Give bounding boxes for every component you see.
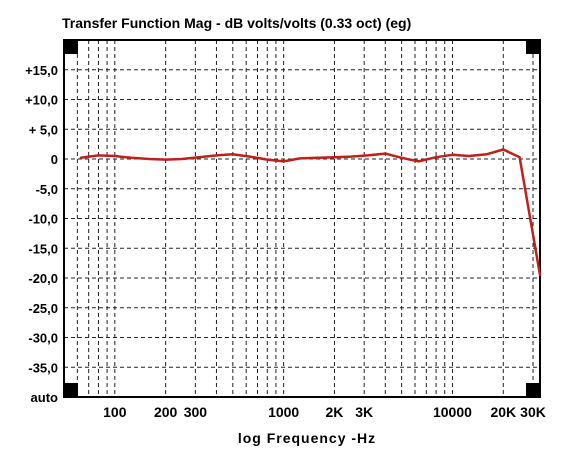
data-point — [113, 155, 116, 157]
data-point — [248, 155, 251, 158]
corner-marks — [64, 40, 540, 397]
data-point — [417, 160, 420, 163]
data-point — [486, 153, 488, 156]
corner-mark — [526, 383, 540, 397]
series-line — [79, 148, 542, 277]
data-point — [299, 157, 301, 160]
x-tick-label: 30K — [520, 404, 546, 420]
data-point — [317, 156, 320, 159]
data-point — [266, 158, 269, 161]
data-point — [181, 158, 183, 160]
chart-title: Transfer Function Mag - dB volts/volts (… — [62, 15, 411, 31]
data-point — [80, 156, 82, 159]
corner-mark — [64, 40, 78, 54]
data-point — [333, 156, 336, 159]
x-tick-label: 20K — [490, 404, 516, 420]
plot-grid — [64, 40, 540, 397]
data-point — [231, 153, 234, 156]
data-point — [198, 156, 200, 159]
data-point — [349, 155, 352, 158]
y-tick-label: -25,0 — [28, 301, 58, 316]
data-point — [451, 153, 454, 156]
x-tick-label: 3K — [355, 404, 373, 420]
y-tick-label: 0 — [51, 152, 58, 167]
y-tick-label: -35,0 — [28, 360, 58, 375]
data-point — [366, 154, 369, 157]
y-tick-label: -5,0 — [36, 182, 58, 197]
corner-mark — [64, 383, 78, 397]
data-point — [130, 156, 133, 159]
y-axis-ticks: +15,0 +10,0 + 5,0 0 -5,0 -10,0 -15,0 -20,0 -25,0… — [25, 63, 58, 405]
y-tick-label: -20,0 — [28, 271, 58, 286]
corner-mark — [526, 40, 540, 54]
data-point — [400, 156, 403, 159]
y-tick-label: auto — [31, 390, 59, 405]
data-point — [164, 158, 167, 161]
x-tick-label: 1000 — [268, 404, 299, 420]
data-point — [215, 154, 218, 157]
data-point — [384, 152, 387, 155]
series-layer — [79, 148, 542, 277]
x-tick-label: 2K — [326, 404, 344, 420]
y-tick-label: -10,0 — [28, 212, 58, 227]
data-point — [539, 274, 541, 276]
data-point — [435, 156, 438, 159]
x-tick-label: 200 — [154, 404, 178, 420]
plot-frame — [63, 39, 541, 398]
y-tick-label: +10,0 — [25, 93, 58, 108]
y-tick-label: +15,0 — [25, 63, 58, 78]
data-point — [502, 148, 505, 151]
x-tick-label: 100 — [103, 404, 127, 420]
y-tick-label: -15,0 — [28, 241, 58, 256]
data-point — [148, 158, 151, 160]
x-axis-ticks: 100 200 300 1000 2K 3K 10000 20K 30K — [103, 404, 546, 420]
x-tick-label: 300 — [184, 404, 208, 420]
data-point — [467, 155, 470, 157]
y-tick-label: + 5,0 — [29, 122, 58, 137]
x-axis-label: log Frequency -Hz — [238, 430, 376, 446]
x-tick-label: 10000 — [433, 404, 472, 420]
data-point — [518, 156, 521, 159]
y-tick-label: -30,0 — [28, 331, 58, 346]
data-point — [97, 154, 100, 157]
data-point — [282, 160, 285, 163]
